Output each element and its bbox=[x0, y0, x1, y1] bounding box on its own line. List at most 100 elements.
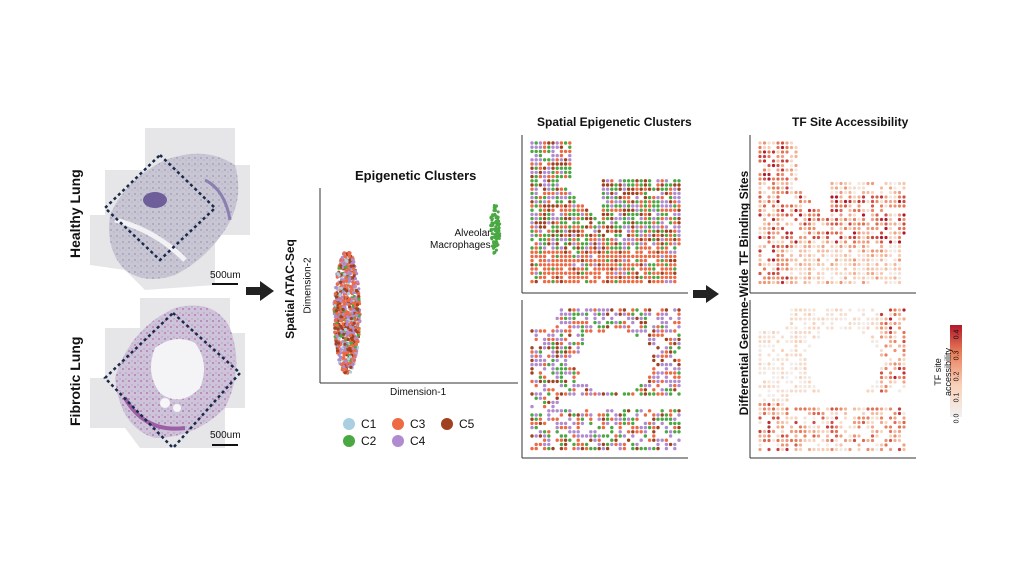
spot bbox=[626, 212, 631, 217]
spot bbox=[652, 417, 656, 421]
spot bbox=[893, 244, 897, 249]
spot bbox=[547, 341, 551, 346]
spot bbox=[767, 276, 771, 280]
spot bbox=[803, 425, 807, 429]
spot bbox=[664, 267, 669, 271]
spot bbox=[668, 392, 673, 396]
spot bbox=[639, 233, 643, 238]
spot bbox=[660, 216, 664, 221]
spot bbox=[538, 183, 543, 187]
spot bbox=[647, 438, 652, 442]
spot bbox=[351, 291, 356, 295]
spot bbox=[839, 244, 843, 249]
spot bbox=[547, 233, 551, 238]
spot bbox=[357, 327, 361, 331]
spot bbox=[542, 216, 547, 221]
spot bbox=[652, 216, 656, 221]
spot bbox=[664, 191, 669, 196]
spot bbox=[652, 388, 656, 392]
spot bbox=[352, 271, 356, 275]
spot bbox=[652, 438, 656, 442]
spot bbox=[542, 204, 547, 208]
spot bbox=[852, 186, 857, 190]
spot bbox=[875, 217, 879, 222]
spot bbox=[551, 183, 555, 187]
spot bbox=[622, 413, 627, 417]
spot bbox=[875, 416, 879, 420]
spot bbox=[767, 222, 771, 226]
spot bbox=[576, 320, 580, 325]
spot bbox=[622, 237, 627, 242]
spot bbox=[559, 263, 564, 267]
spot bbox=[622, 442, 627, 447]
spot bbox=[350, 276, 354, 280]
spot bbox=[656, 242, 660, 246]
spot bbox=[568, 212, 572, 217]
spot bbox=[563, 208, 568, 212]
spot bbox=[530, 221, 534, 225]
spot bbox=[563, 141, 568, 145]
spot bbox=[530, 358, 534, 363]
spot bbox=[538, 392, 543, 396]
spot bbox=[647, 229, 652, 233]
spot bbox=[857, 262, 861, 267]
spot bbox=[771, 276, 776, 280]
spot bbox=[589, 233, 593, 238]
spot bbox=[614, 325, 618, 329]
spot bbox=[816, 429, 821, 434]
spot bbox=[538, 258, 543, 263]
spot bbox=[656, 263, 660, 267]
spot bbox=[857, 308, 861, 312]
spot bbox=[530, 145, 534, 149]
spot bbox=[572, 388, 576, 392]
spot bbox=[812, 262, 816, 267]
spot bbox=[758, 258, 762, 262]
spot bbox=[538, 174, 543, 179]
spot bbox=[551, 354, 555, 358]
spot bbox=[762, 222, 767, 226]
spot bbox=[618, 233, 622, 238]
spot bbox=[626, 430, 631, 434]
spot bbox=[758, 393, 762, 398]
spot bbox=[839, 280, 843, 285]
spot bbox=[601, 183, 606, 187]
spot bbox=[812, 438, 816, 443]
spot bbox=[767, 271, 771, 276]
spot bbox=[601, 242, 606, 246]
spot bbox=[861, 271, 866, 276]
spot bbox=[354, 296, 358, 300]
spot bbox=[605, 413, 610, 417]
spot bbox=[830, 312, 834, 317]
spot bbox=[789, 190, 794, 195]
spot bbox=[547, 263, 551, 267]
spot bbox=[821, 262, 825, 267]
spot bbox=[580, 446, 585, 451]
spot bbox=[807, 199, 812, 204]
spot bbox=[563, 166, 568, 170]
spot bbox=[857, 222, 861, 226]
spot bbox=[559, 350, 564, 354]
spot bbox=[530, 141, 534, 145]
spot bbox=[547, 216, 551, 221]
spot bbox=[776, 190, 780, 195]
spot bbox=[643, 195, 648, 200]
spot bbox=[821, 217, 825, 222]
spot bbox=[589, 225, 593, 229]
spot bbox=[538, 371, 543, 375]
spot bbox=[830, 438, 834, 443]
spot bbox=[852, 240, 857, 244]
spot bbox=[771, 150, 776, 154]
spot bbox=[631, 275, 635, 280]
spot bbox=[798, 339, 803, 344]
spot bbox=[879, 249, 884, 253]
spot bbox=[335, 334, 339, 338]
spot bbox=[568, 208, 572, 212]
spot bbox=[626, 325, 631, 329]
spot bbox=[551, 379, 555, 384]
spot bbox=[758, 244, 762, 249]
spot bbox=[542, 367, 547, 371]
spot bbox=[879, 375, 884, 380]
spot bbox=[861, 244, 866, 249]
spot bbox=[542, 346, 547, 350]
spot bbox=[825, 429, 830, 434]
